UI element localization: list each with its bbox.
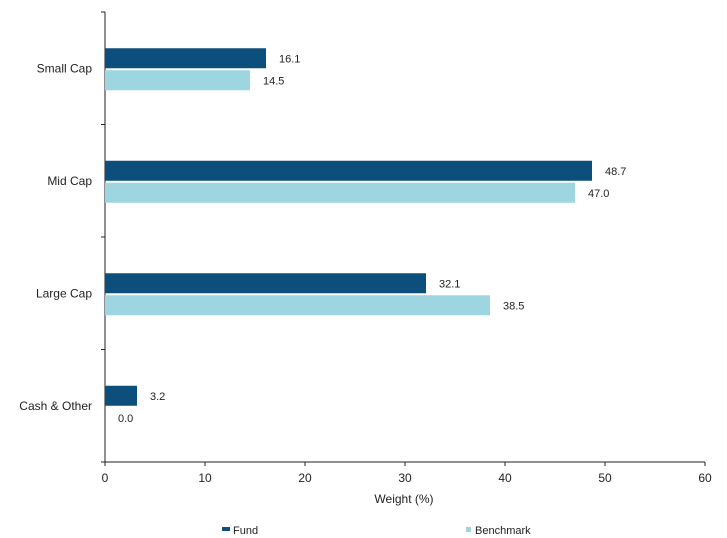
bar-fund — [105, 273, 426, 294]
bar-fund — [105, 385, 137, 406]
legend: Fund Benchmark — [222, 525, 531, 537]
bar-benchmark — [105, 295, 490, 316]
x-tick-label: 0 — [102, 471, 109, 485]
data-label-benchmark: 0.0 — [118, 413, 133, 425]
x-tick-label: 50 — [598, 471, 612, 485]
data-label-benchmark: 38.5 — [503, 300, 524, 312]
legend-label-fund: Fund — [233, 525, 258, 537]
data-label-fund: 32.1 — [439, 278, 460, 290]
category-label: Mid Cap — [47, 174, 92, 188]
category-label: Small Cap — [37, 61, 93, 75]
x-tick-label: 40 — [498, 471, 512, 485]
x-tick-label: 10 — [198, 471, 212, 485]
bar-benchmark — [105, 70, 250, 91]
data-label-fund: 48.7 — [605, 166, 626, 178]
legend-swatch-fund — [222, 527, 230, 531]
bars — [105, 48, 592, 406]
legend-swatch-benchmark — [466, 527, 471, 532]
bar-fund — [105, 48, 266, 69]
category-label: Cash & Other — [19, 399, 92, 413]
data-label-benchmark: 14.5 — [263, 75, 284, 87]
bar-benchmark — [105, 182, 575, 203]
data-label-fund: 3.2 — [150, 391, 165, 403]
labels: Small Cap 16.1 14.5 Mid Cap 48.7 47.0 Large Ca… — [19, 53, 626, 425]
x-axis-title: Weight (%) — [374, 492, 433, 506]
x-tick-label: 20 — [298, 471, 312, 485]
data-label-fund: 16.1 — [279, 53, 300, 65]
data-label-benchmark: 47.0 — [588, 188, 609, 200]
x-tick-label: 60 — [698, 471, 712, 485]
x-tick-label: 30 — [398, 471, 412, 485]
legend-label-benchmark: Benchmark — [475, 525, 531, 537]
bar-fund — [105, 160, 592, 181]
category-label: Large Cap — [36, 286, 92, 300]
